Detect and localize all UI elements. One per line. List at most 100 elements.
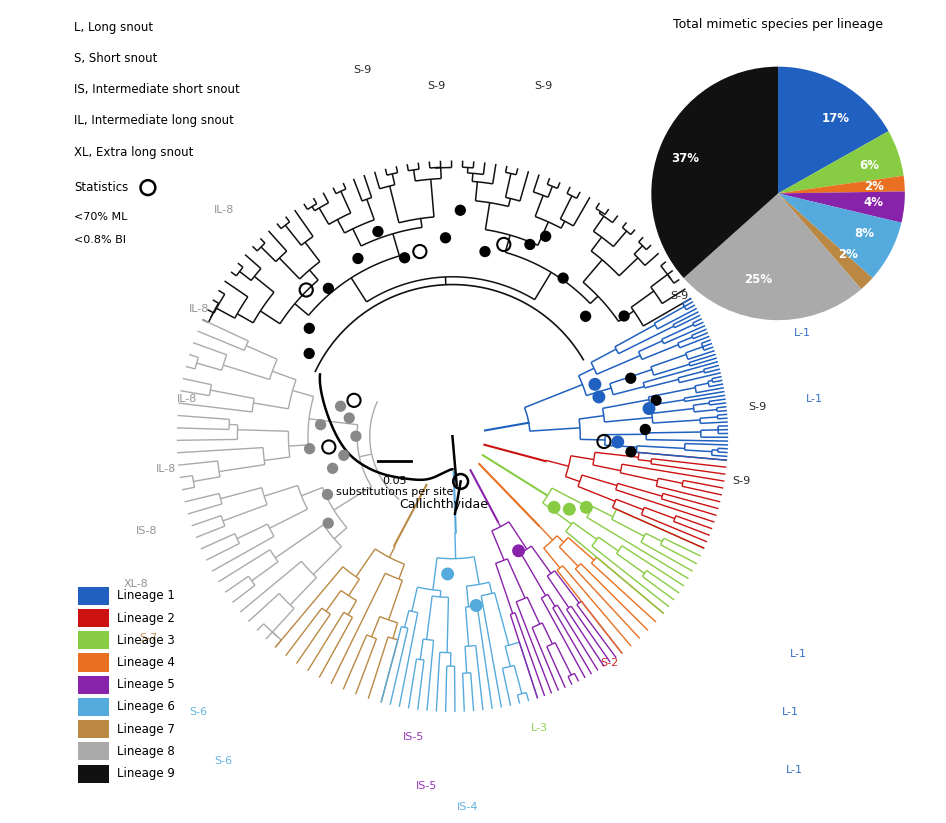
Text: 6%: 6% — [860, 159, 880, 172]
Text: Lineage 5: Lineage 5 — [117, 678, 175, 691]
Text: Lineage 8: Lineage 8 — [117, 745, 175, 758]
Circle shape — [513, 545, 524, 556]
Bar — [78, 698, 109, 716]
Title: Total mimetic species per lineage: Total mimetic species per lineage — [674, 18, 883, 31]
Circle shape — [470, 600, 482, 611]
Bar — [78, 720, 109, 738]
Text: IL-8: IL-8 — [177, 394, 197, 404]
Text: L-1: L-1 — [790, 649, 807, 659]
Text: L-1: L-1 — [806, 394, 823, 404]
Text: Statistics: Statistics — [74, 181, 128, 194]
Circle shape — [324, 283, 333, 293]
Text: 0.05
substitutions per site: 0.05 substitutions per site — [336, 476, 453, 497]
Text: 17%: 17% — [821, 113, 850, 125]
Text: 25%: 25% — [745, 273, 773, 286]
Text: XL-8: XL-8 — [123, 579, 148, 589]
Circle shape — [589, 379, 601, 390]
Circle shape — [525, 239, 534, 249]
Text: L-1: L-1 — [794, 328, 811, 338]
Circle shape — [442, 568, 453, 579]
Text: 2%: 2% — [864, 180, 884, 193]
Text: S-9: S-9 — [732, 477, 750, 486]
Circle shape — [344, 413, 354, 423]
Text: IS-5: IS-5 — [415, 781, 437, 791]
Circle shape — [593, 391, 604, 402]
Wedge shape — [652, 67, 779, 278]
Text: 37%: 37% — [672, 151, 699, 165]
Text: S-6: S-6 — [214, 756, 232, 766]
Circle shape — [626, 374, 636, 384]
Text: S-6: S-6 — [189, 707, 207, 717]
Text: Lineage 4: Lineage 4 — [117, 656, 175, 669]
Circle shape — [351, 431, 360, 441]
Circle shape — [324, 518, 333, 528]
Bar — [78, 765, 109, 783]
Text: IL-8: IL-8 — [189, 304, 209, 314]
Circle shape — [305, 323, 314, 333]
Circle shape — [581, 502, 592, 514]
Circle shape — [640, 425, 650, 435]
Circle shape — [441, 233, 450, 243]
Text: IS-5: IS-5 — [403, 732, 425, 742]
Circle shape — [651, 395, 661, 405]
Text: IS-8: IS-8 — [135, 526, 157, 536]
Circle shape — [581, 311, 590, 321]
Circle shape — [399, 253, 410, 263]
Circle shape — [455, 205, 465, 215]
Text: Callichthyidae: Callichthyidae — [400, 498, 489, 511]
Text: S, Short snout: S, Short snout — [74, 52, 157, 65]
Wedge shape — [778, 193, 872, 289]
Circle shape — [558, 273, 568, 283]
Bar — [78, 742, 109, 760]
Bar — [78, 587, 109, 605]
Text: S-9: S-9 — [428, 81, 446, 91]
Text: XL, Extra long snout: XL, Extra long snout — [74, 146, 193, 159]
Circle shape — [612, 436, 623, 448]
Bar — [78, 676, 109, 694]
Text: <70% ML: <70% ML — [74, 212, 127, 222]
Text: IS-4: IS-4 — [457, 802, 478, 811]
Wedge shape — [778, 67, 888, 193]
Text: Lineage 6: Lineage 6 — [117, 700, 175, 714]
Circle shape — [305, 444, 314, 453]
Text: Lineage 9: Lineage 9 — [117, 767, 175, 780]
Circle shape — [549, 501, 560, 513]
Wedge shape — [684, 193, 861, 320]
Bar — [78, 653, 109, 672]
Bar — [78, 609, 109, 627]
Text: 8%: 8% — [854, 227, 874, 239]
Circle shape — [643, 402, 655, 414]
Wedge shape — [778, 131, 903, 193]
Text: 4%: 4% — [864, 196, 884, 209]
Wedge shape — [778, 176, 904, 193]
Text: S-9: S-9 — [671, 291, 689, 301]
Circle shape — [480, 247, 490, 257]
Bar — [78, 631, 109, 649]
Wedge shape — [778, 192, 905, 223]
Text: S-9: S-9 — [748, 402, 767, 412]
Text: L-1: L-1 — [786, 765, 803, 774]
Circle shape — [353, 253, 363, 263]
Text: Lineage 2: Lineage 2 — [117, 611, 175, 625]
Text: IL, Intermediate long snout: IL, Intermediate long snout — [74, 114, 234, 128]
Text: S-9: S-9 — [354, 65, 372, 75]
Text: S-9: S-9 — [534, 81, 553, 91]
Text: IL-8: IL-8 — [214, 205, 234, 215]
Circle shape — [305, 349, 314, 359]
Circle shape — [564, 504, 575, 515]
Text: Lineage 7: Lineage 7 — [117, 723, 175, 736]
Text: Lineage 1: Lineage 1 — [117, 589, 175, 602]
Circle shape — [619, 311, 629, 321]
Text: 2%: 2% — [838, 249, 858, 262]
Text: IS, Intermediate short snout: IS, Intermediate short snout — [74, 83, 239, 96]
Text: L-3: L-3 — [531, 723, 548, 733]
Text: L, Long snout: L, Long snout — [74, 21, 153, 34]
Text: S-2: S-2 — [601, 658, 619, 667]
Text: L-1: L-1 — [781, 707, 798, 717]
Text: S-7: S-7 — [140, 633, 158, 643]
Circle shape — [339, 450, 349, 460]
Circle shape — [327, 463, 338, 473]
Circle shape — [626, 447, 636, 457]
Wedge shape — [778, 193, 902, 278]
Circle shape — [336, 402, 345, 412]
